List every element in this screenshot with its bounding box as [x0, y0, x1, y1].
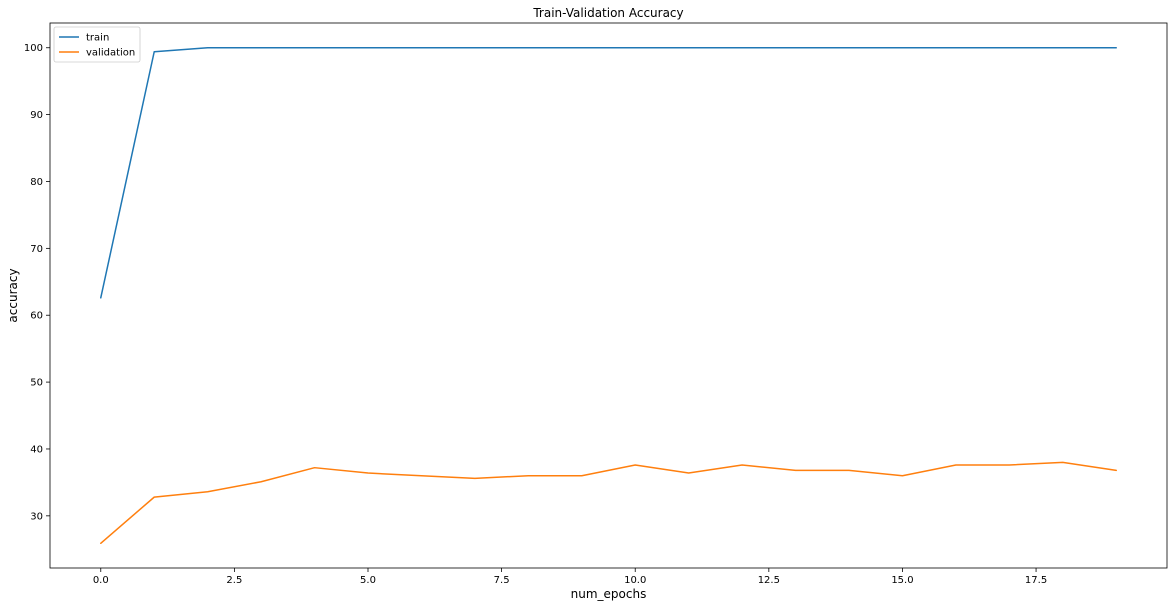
x-tick-label: 10.0: [624, 575, 646, 586]
x-tick-label: 2.5: [226, 575, 242, 586]
plot-area: [49, 22, 1168, 569]
x-tick-label: 7.5: [494, 575, 510, 586]
legend-label-train: train: [86, 33, 109, 44]
axes-frame: [49, 22, 1168, 569]
y-tick-label: 40: [30, 444, 43, 455]
y-tick-label: 70: [30, 244, 43, 255]
series-layer: [100, 46, 1117, 545]
chart-title: Train-Validation Accuracy: [532, 6, 683, 20]
x-tick-label: 12.5: [758, 575, 780, 586]
y-tick-label: 60: [30, 311, 43, 322]
y-axis-ticks: 30 40 50 60 70 80 90 100: [24, 43, 50, 522]
x-tick-label: 15.0: [891, 575, 913, 586]
y-axis-label: accuracy: [6, 268, 20, 322]
y-tick-label: 100: [24, 43, 43, 54]
x-axis-ticks: 0.0 2.5 5.0 7.5 10.0 12.5 15.0 17.5: [93, 568, 1047, 586]
x-axis-label: num_epochs: [571, 587, 647, 601]
x-tick-label: 5.0: [360, 575, 376, 586]
legend: train validation: [53, 26, 141, 63]
x-tick-label: 0.0: [93, 575, 109, 586]
x-tick-label: 17.5: [1025, 575, 1047, 586]
y-tick-label: 30: [30, 511, 43, 522]
y-tick-label: 80: [30, 177, 43, 188]
series-line-validation: [100, 461, 1117, 545]
y-tick-label: 90: [30, 110, 43, 121]
legend-box: [53, 26, 141, 63]
legend-label-validation: validation: [86, 48, 135, 59]
series-line-train: [100, 46, 1117, 299]
y-tick-label: 50: [30, 378, 43, 389]
